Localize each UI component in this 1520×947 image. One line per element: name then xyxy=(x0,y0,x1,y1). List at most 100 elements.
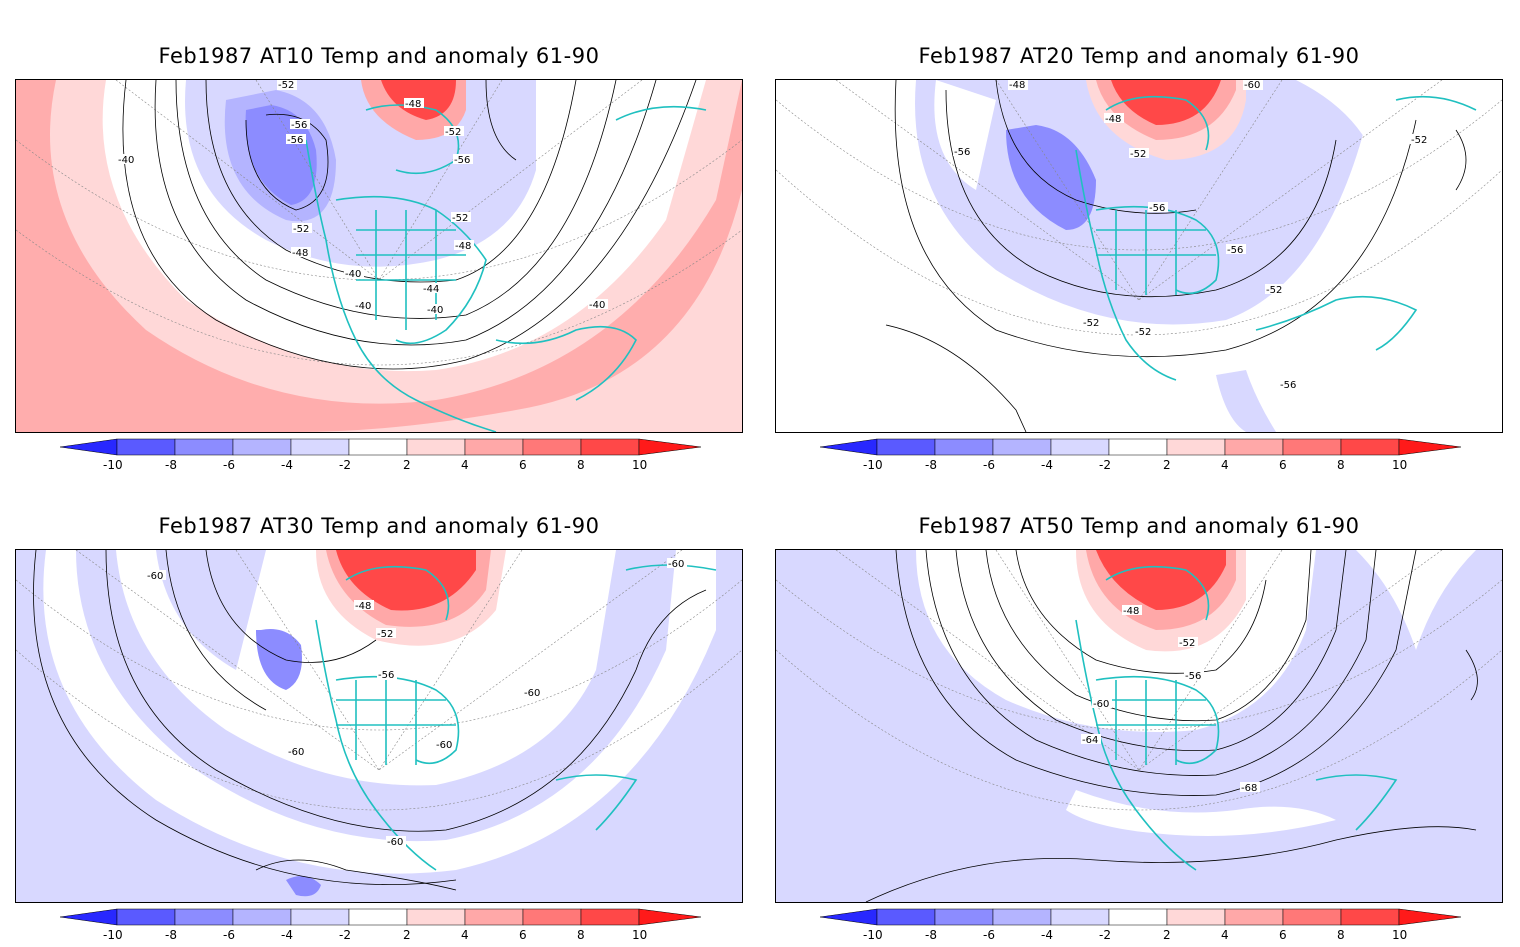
contour-label: -48 xyxy=(405,99,421,110)
colorbar-label: 10 xyxy=(632,458,647,472)
colorbar-label: -8 xyxy=(925,928,937,942)
colorbar-label: -10 xyxy=(103,458,123,472)
contour-label: -52 xyxy=(445,127,461,138)
contour-label: -60 xyxy=(288,747,304,758)
colorbar-label: -4 xyxy=(1041,458,1053,472)
contour-label: -52 xyxy=(1411,135,1427,146)
colorbar-label: -4 xyxy=(281,458,293,472)
colorbar-label: 4 xyxy=(461,458,469,472)
colorbar-label: 10 xyxy=(632,928,647,942)
colorbar-label: 2 xyxy=(1163,458,1171,472)
colorbar-label: 4 xyxy=(1221,928,1229,942)
panel-title: Feb1987 AT20 Temp and anomaly 61-90 xyxy=(918,44,1360,68)
contour-label: -64 xyxy=(1082,735,1098,746)
contour-label: -56 xyxy=(954,147,970,158)
colorbar-label: -10 xyxy=(863,928,883,942)
colorbar-label: -8 xyxy=(925,458,937,472)
contour-label: -56 xyxy=(454,155,470,166)
colorbar-swatches xyxy=(819,908,1462,926)
panel-title: Feb1987 AT10 Temp and anomaly 61-90 xyxy=(158,44,600,68)
contour-label: -40 xyxy=(427,305,443,316)
colorbar-label: 8 xyxy=(1337,458,1345,472)
colorbar-label: 4 xyxy=(461,928,469,942)
colorbar-label: 8 xyxy=(577,458,585,472)
contour-label: -60 xyxy=(1244,80,1260,91)
colorbar-label: 8 xyxy=(577,928,585,942)
map-area: -48 -52 -56 -60 -64 -68 xyxy=(775,549,1503,903)
panel-title: Feb1987 AT50 Temp and anomaly 61-90 xyxy=(918,514,1360,538)
contour-label: -52 xyxy=(1083,318,1099,329)
colorbar-label: 2 xyxy=(403,458,411,472)
contour-label: -56 xyxy=(378,670,394,681)
contour-label: -60 xyxy=(1093,699,1109,710)
contour-label: -48 xyxy=(1123,606,1139,617)
contour-label: -56 xyxy=(287,135,303,146)
contour-label: -44 xyxy=(423,284,439,295)
contour-label: -56 xyxy=(1227,245,1243,256)
map-svg: -48 -60 -48 -56 -52 -52 -56 -56 -52 -52 … xyxy=(776,80,1502,432)
contour-label: -52 xyxy=(452,213,468,224)
colorbar-label: -4 xyxy=(1041,928,1053,942)
colorbar-label: 6 xyxy=(519,458,527,472)
contour-label: -60 xyxy=(668,559,684,570)
contour-label: -52 xyxy=(1179,638,1195,649)
colorbar-swatches xyxy=(59,438,702,456)
colorbar-label: -2 xyxy=(1099,928,1111,942)
contour-label: -48 xyxy=(1009,80,1025,91)
colorbar: -10 -8 -6 -4 -2 2 4 6 8 10 xyxy=(59,438,702,472)
contour-label: -48 xyxy=(1105,114,1121,125)
colorbar-label: 8 xyxy=(1337,928,1345,942)
colorbar-label: -2 xyxy=(339,928,351,942)
contour-label: -68 xyxy=(1241,783,1257,794)
contour-label: -40 xyxy=(355,301,371,312)
contour-label: -52 xyxy=(1130,149,1146,160)
colorbar-label: 4 xyxy=(1221,458,1229,472)
contour-label: -60 xyxy=(524,688,540,699)
contour-label: -52 xyxy=(293,224,309,235)
map-area: -60 -60 -48 -52 -56 -60 -60 -60 -60 xyxy=(15,549,743,903)
contour-label: -56 xyxy=(291,120,307,131)
colorbar-label: 6 xyxy=(519,928,527,942)
colorbar-label: 10 xyxy=(1392,928,1407,942)
contour-label: -56 xyxy=(1149,203,1165,214)
contour-label: -60 xyxy=(436,740,452,751)
colorbar-label: 10 xyxy=(1392,458,1407,472)
colorbar: -10 -8 -6 -4 -2 2 4 6 8 10 xyxy=(819,438,1462,472)
colorbar-label: -10 xyxy=(103,928,123,942)
colorbar-label: 6 xyxy=(1279,928,1287,942)
contour-label: -56 xyxy=(1280,380,1296,391)
map-svg: -52 -48 -52 -56 -56 -40 -56 -52 -52 -48 … xyxy=(16,80,742,432)
colorbar-label: -8 xyxy=(165,928,177,942)
contour-label: -56 xyxy=(1185,671,1201,682)
colorbar-label: -8 xyxy=(165,458,177,472)
colorbar-label: -2 xyxy=(1099,458,1111,472)
contour-label: -40 xyxy=(345,269,361,280)
contour-label: -40 xyxy=(118,155,134,166)
colorbar-label: -6 xyxy=(223,458,235,472)
map-area: -48 -60 -48 -56 -52 -52 -56 -56 -52 -52 … xyxy=(775,79,1503,433)
contour-label: -48 xyxy=(355,601,371,612)
map-area: -52 -48 -52 -56 -56 -40 -56 -52 -52 -48 … xyxy=(15,79,743,433)
contour-label: -52 xyxy=(377,629,393,640)
map-svg: -60 -60 -48 -52 -56 -60 -60 -60 -60 xyxy=(16,550,742,902)
colorbar-swatches xyxy=(819,438,1462,456)
colorbar: -10 -8 -6 -4 -2 2 4 6 8 10 xyxy=(819,908,1462,942)
panel-title: Feb1987 AT30 Temp and anomaly 61-90 xyxy=(158,514,600,538)
contour-label: -52 xyxy=(278,80,294,91)
colorbar-label: -6 xyxy=(983,458,995,472)
colorbar-label: -6 xyxy=(983,928,995,942)
colorbar-label: -4 xyxy=(281,928,293,942)
contour-label: -48 xyxy=(455,241,471,252)
colorbar-swatches xyxy=(59,908,702,926)
colorbar-label: 2 xyxy=(403,928,411,942)
contour-label: -60 xyxy=(387,837,403,848)
colorbar-label: -2 xyxy=(339,458,351,472)
contour-label: -52 xyxy=(1266,285,1282,296)
colorbar-label: 2 xyxy=(1163,928,1171,942)
colorbar: -10 -8 -6 -4 -2 2 4 6 8 10 xyxy=(59,908,702,942)
colorbar-label: -10 xyxy=(863,458,883,472)
contour-label: -40 xyxy=(589,300,605,311)
contour-label: -52 xyxy=(1135,327,1151,338)
map-svg: -48 -52 -56 -60 -64 -68 xyxy=(776,550,1502,902)
colorbar-label: 6 xyxy=(1279,458,1287,472)
